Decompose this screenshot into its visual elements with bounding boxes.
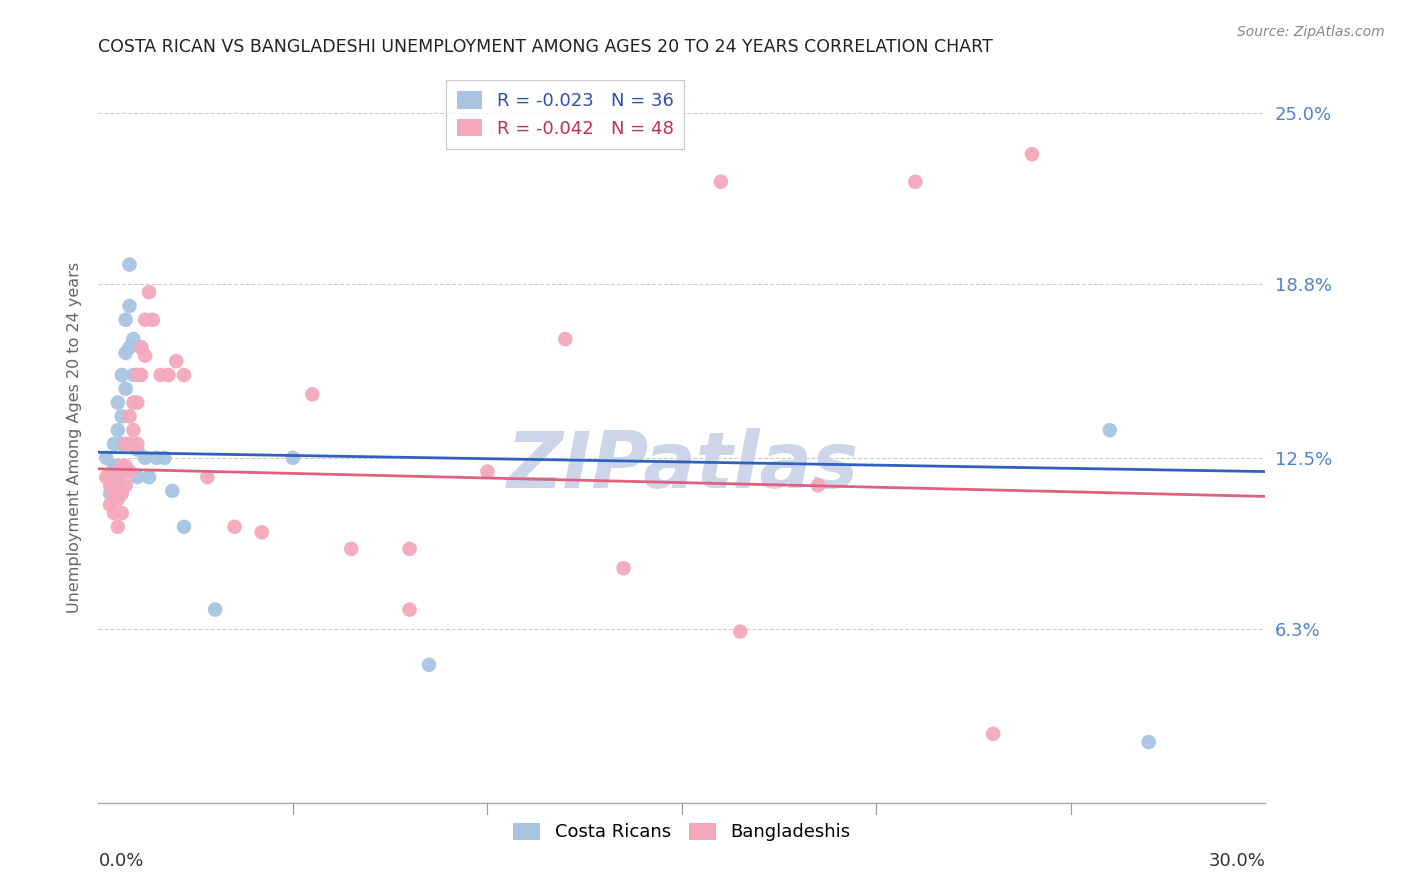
Point <box>153 450 176 465</box>
Point <box>477 465 499 479</box>
Point <box>149 368 172 382</box>
Point <box>114 312 136 326</box>
Point <box>118 437 141 451</box>
Point <box>114 382 136 396</box>
Point <box>118 340 141 354</box>
Point <box>103 437 125 451</box>
Point <box>224 520 246 534</box>
Point <box>250 525 273 540</box>
Point <box>114 437 136 451</box>
Point <box>118 465 141 479</box>
Point <box>114 346 136 360</box>
Point <box>118 299 141 313</box>
Point <box>111 486 134 500</box>
Point <box>98 498 121 512</box>
Point <box>146 450 169 465</box>
Point <box>195 470 218 484</box>
Point <box>281 450 304 465</box>
Point <box>107 478 129 492</box>
Point <box>127 470 149 484</box>
Point <box>107 492 129 507</box>
Point <box>122 395 145 409</box>
Point <box>98 486 121 500</box>
Point <box>127 368 149 382</box>
Point <box>107 458 129 473</box>
Text: 0.0%: 0.0% <box>98 853 143 871</box>
Point <box>111 506 134 520</box>
Point <box>1021 147 1043 161</box>
Point <box>129 340 152 354</box>
Point <box>127 395 149 409</box>
Point <box>134 450 156 465</box>
Point <box>138 470 160 484</box>
Point <box>118 258 141 272</box>
Point <box>138 285 160 300</box>
Point <box>103 478 125 492</box>
Point <box>103 506 125 520</box>
Point <box>165 354 187 368</box>
Point <box>129 340 152 354</box>
Point <box>127 442 149 457</box>
Point <box>173 368 195 382</box>
Point <box>96 450 118 465</box>
Point <box>118 409 141 424</box>
Text: COSTA RICAN VS BANGLADESHI UNEMPLOYMENT AMONG AGES 20 TO 24 YEARS CORRELATION CH: COSTA RICAN VS BANGLADESHI UNEMPLOYMENT … <box>98 38 993 56</box>
Point <box>129 368 152 382</box>
Point <box>204 602 226 616</box>
Point <box>134 349 156 363</box>
Point <box>730 624 752 639</box>
Point <box>114 458 136 473</box>
Point <box>107 470 129 484</box>
Point <box>98 478 121 492</box>
Point <box>111 368 134 382</box>
Point <box>554 332 576 346</box>
Point <box>1137 735 1160 749</box>
Point <box>107 395 129 409</box>
Point <box>114 478 136 492</box>
Y-axis label: Unemployment Among Ages 20 to 24 years: Unemployment Among Ages 20 to 24 years <box>66 261 82 613</box>
Point <box>103 486 125 500</box>
Point <box>162 483 184 498</box>
Point <box>122 423 145 437</box>
Point <box>418 657 440 672</box>
Point <box>96 470 118 484</box>
Point <box>122 368 145 382</box>
Point <box>111 465 134 479</box>
Point <box>807 478 830 492</box>
Point <box>157 368 180 382</box>
Point <box>173 520 195 534</box>
Point <box>107 520 129 534</box>
Text: ZIPatlas: ZIPatlas <box>506 428 858 504</box>
Point <box>301 387 323 401</box>
Point <box>103 458 125 473</box>
Point <box>398 541 420 556</box>
Point <box>98 470 121 484</box>
Text: 30.0%: 30.0% <box>1209 853 1265 871</box>
Point <box>710 175 733 189</box>
Point <box>111 437 134 451</box>
Point <box>111 458 134 473</box>
Point <box>613 561 636 575</box>
Text: Source: ZipAtlas.com: Source: ZipAtlas.com <box>1237 25 1385 39</box>
Legend: Costa Ricans, Bangladeshis: Costa Ricans, Bangladeshis <box>506 815 858 848</box>
Point <box>111 409 134 424</box>
Point <box>1098 423 1121 437</box>
Point <box>340 541 363 556</box>
Point <box>122 332 145 346</box>
Point <box>107 423 129 437</box>
Point <box>981 727 1004 741</box>
Point <box>398 602 420 616</box>
Point <box>134 312 156 326</box>
Point <box>904 175 927 189</box>
Point <box>127 437 149 451</box>
Point <box>142 312 165 326</box>
